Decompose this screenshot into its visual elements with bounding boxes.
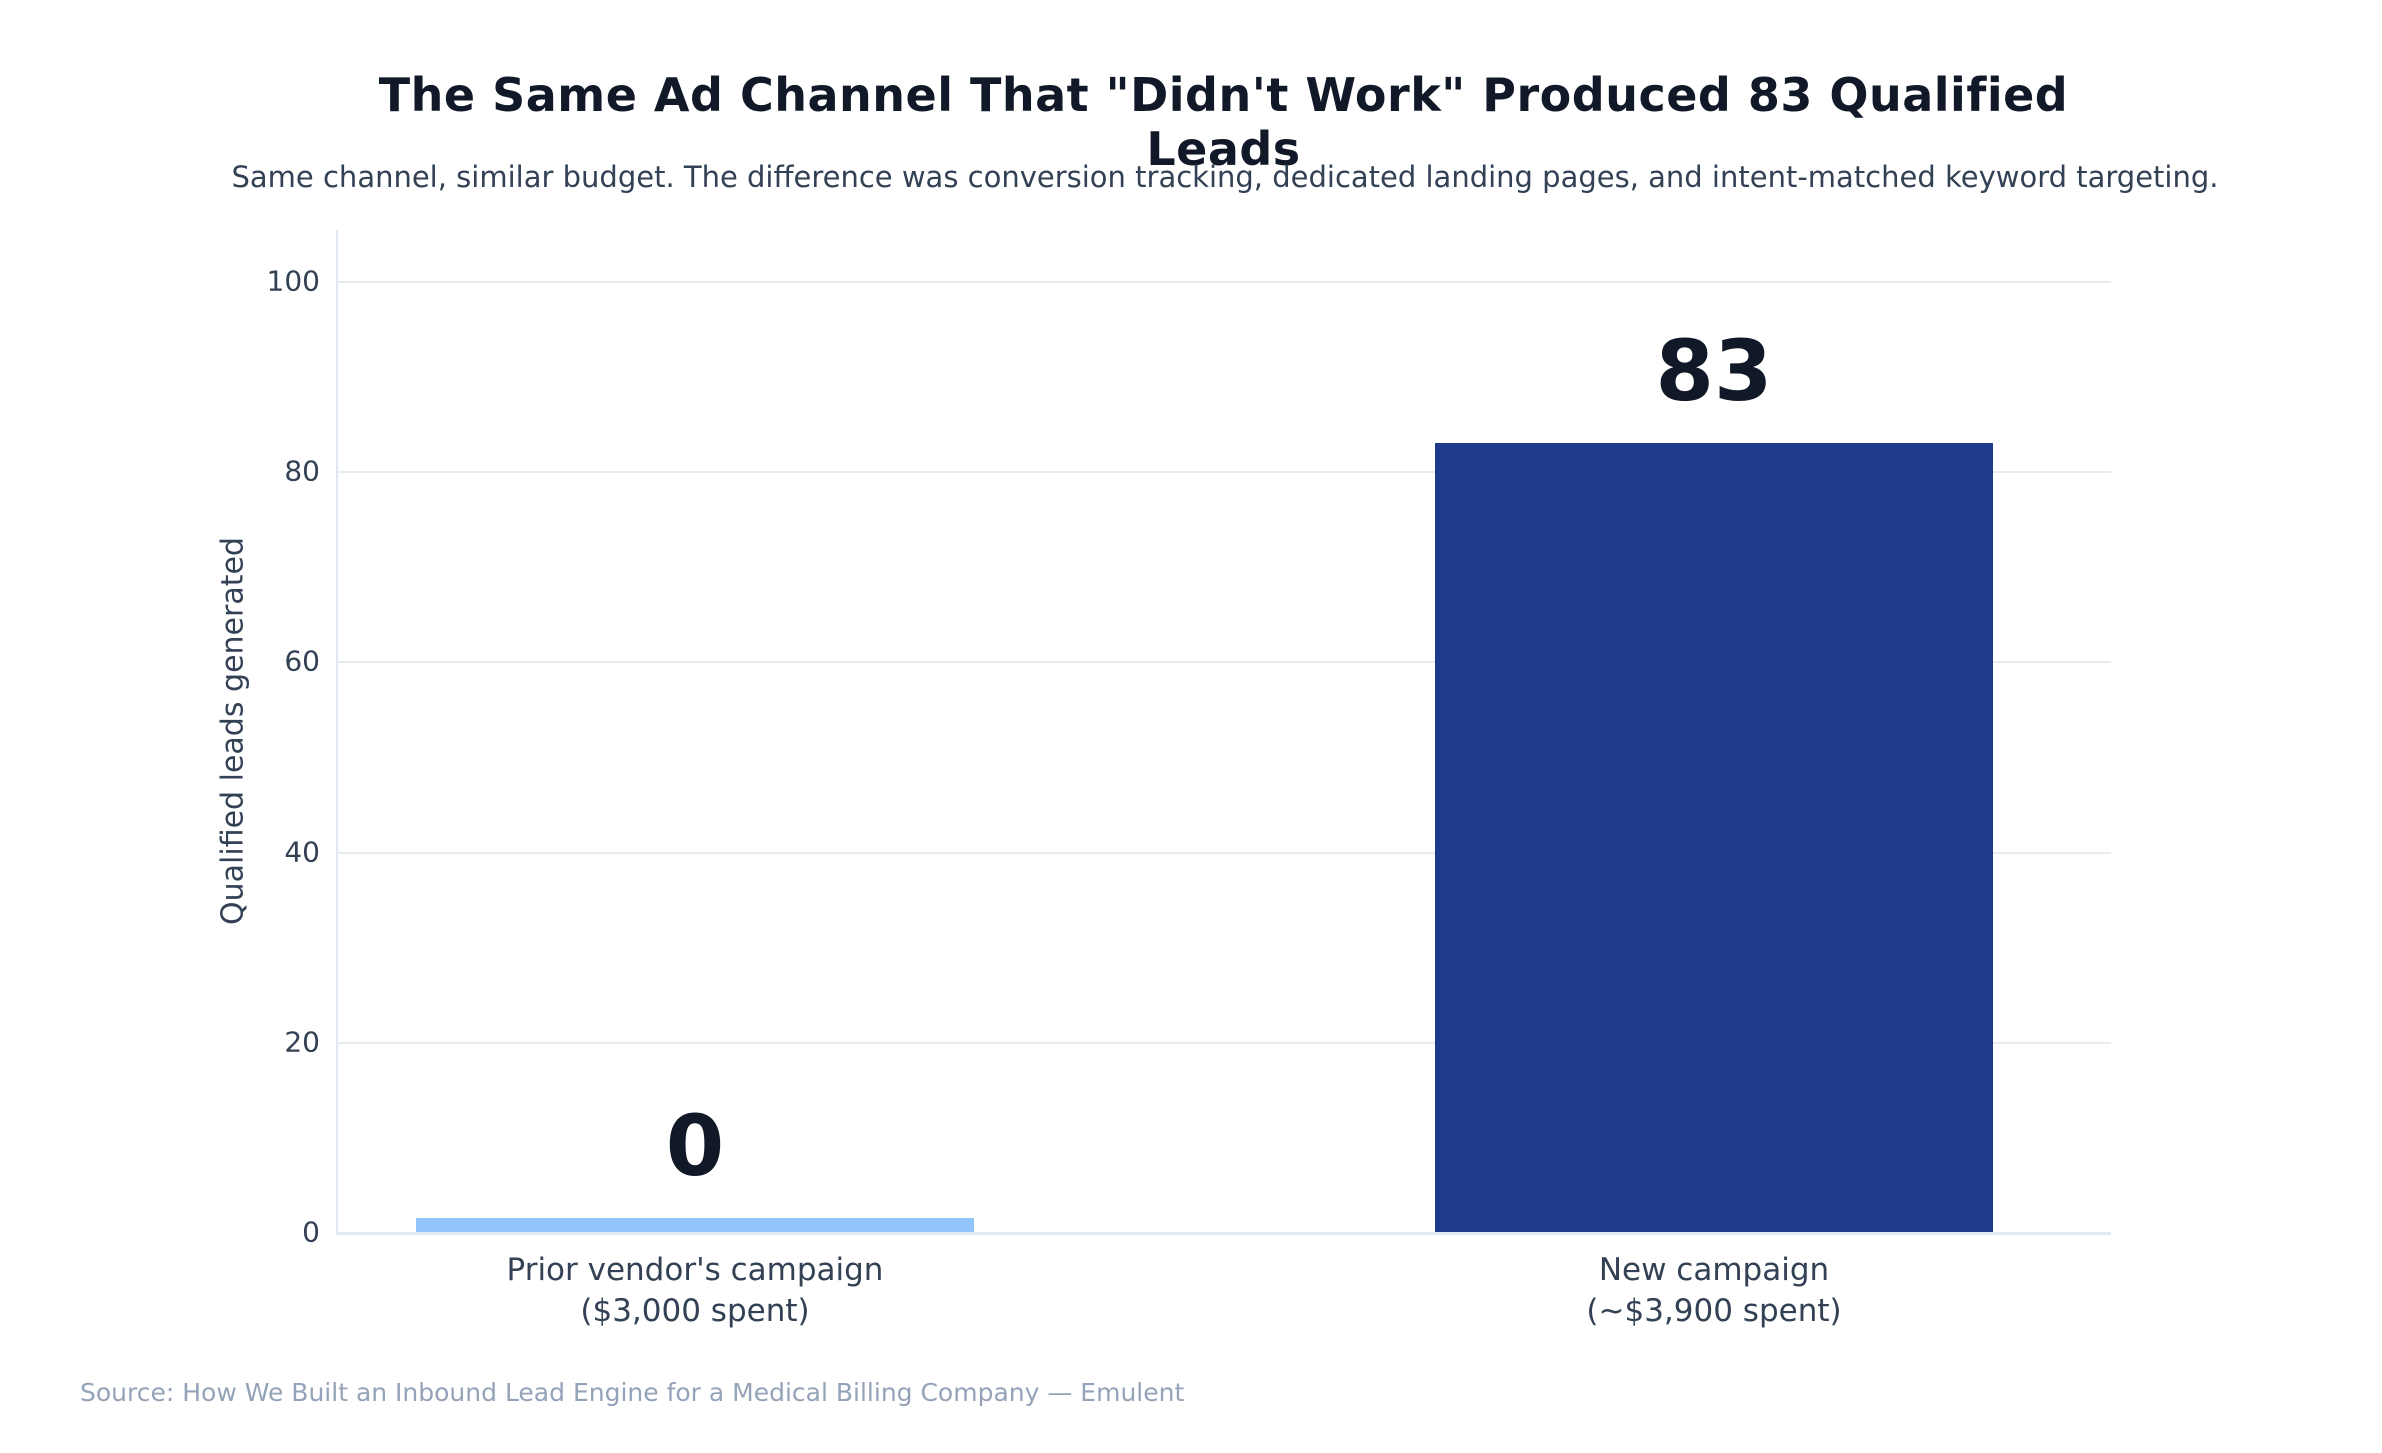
bar-value-label: 0 [665, 1097, 725, 1195]
y-tick-label: 80 [284, 454, 320, 488]
y-tick-label: 40 [284, 835, 320, 869]
chart-subtitle: Same channel, similar budget. The differ… [231, 160, 2219, 194]
x-category-label-line1: New campaign [1598, 1252, 1830, 1288]
bar-value-label: 83 [1655, 322, 1773, 420]
gridline [338, 661, 2111, 663]
y-axis-spine [336, 230, 338, 1234]
x-category-label: New campaign (~$3,900 spent) [1586, 1250, 1841, 1332]
y-tick-label: 100 [266, 264, 320, 298]
bar-prior-vendor [416, 1218, 974, 1232]
x-category-label-line1: Prior vendor's campaign [506, 1252, 884, 1288]
y-tick-label: 0 [302, 1215, 320, 1249]
x-category-label-line2: (~$3,900 spent) [1586, 1292, 1842, 1329]
x-category-label: Prior vendor's campaign ($3,000 spent) [507, 1250, 884, 1332]
gridline [338, 281, 2111, 283]
source-note: Source: How We Built an Inbound Lead Eng… [80, 1378, 1185, 1407]
x-axis-spine [336, 1232, 2111, 1235]
gridline [338, 471, 2111, 473]
chart-title: The Same Ad Channel That "Didn't Work" P… [378, 68, 2069, 176]
y-tick-label: 20 [284, 1025, 320, 1059]
gridline [338, 1042, 2111, 1044]
y-tick-label: 60 [284, 644, 320, 678]
y-axis-label: Qualified leads generated [215, 537, 251, 925]
bar-new-campaign [1435, 443, 1993, 1232]
gridline [338, 852, 2111, 854]
x-category-label-line2: ($3,000 spent) [580, 1292, 810, 1329]
